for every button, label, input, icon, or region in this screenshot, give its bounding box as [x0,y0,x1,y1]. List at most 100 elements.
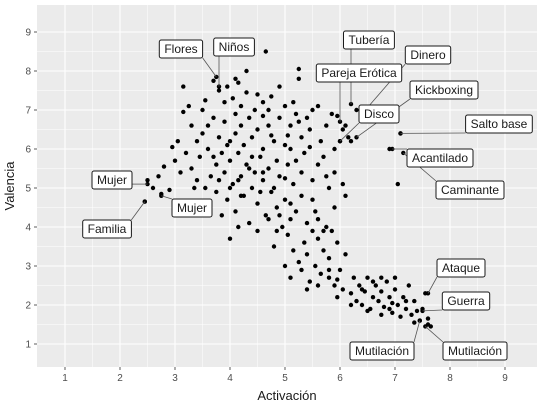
data-point [227,236,233,241]
data-point [205,123,211,128]
data-point [255,127,260,132]
data-point [348,291,354,296]
data-point [203,98,208,103]
data-point [348,302,354,308]
point-label-box [349,341,415,361]
data-point [291,248,296,253]
data-point [244,162,249,167]
point-label-box [409,80,479,100]
point-label-box [435,180,505,200]
data-point [274,228,279,234]
x-axis-ticks: 1 2 3 4 5 6 7 8 9 [62,367,508,384]
point-label: Mujer [171,198,213,218]
data-point [200,131,205,136]
data-point [282,176,288,181]
data-point [145,178,150,183]
point-label-box [171,198,213,218]
point-label-text: Familia [88,222,127,236]
data-point [343,123,348,128]
point-label-box [158,39,204,59]
data-point [263,213,268,218]
data-point [299,170,304,175]
data-point [214,162,219,167]
data-point [310,228,315,234]
point-label-box [436,258,486,278]
data-point [315,103,321,109]
point-label-text: Pareja Erótica [321,66,397,80]
data-points [142,49,433,329]
y-tick-label: 2 [25,301,31,312]
point-label: Disco [358,104,400,124]
data-point [365,308,370,314]
data-point [354,298,359,304]
data-point [307,127,312,132]
data-point [318,271,323,276]
data-point [291,100,296,105]
point-label-text: Disco [364,107,394,121]
label-leader-line [413,320,421,343]
data-point [222,119,227,124]
y-tick-label: 5 [25,184,31,195]
data-point [282,197,288,202]
point-label: Flores [158,39,204,59]
data-point [266,123,271,128]
data-point [384,279,389,284]
point-label-box [441,291,491,311]
data-point [329,111,334,117]
data-point [227,139,233,144]
data-point [252,107,257,113]
data-point [288,146,293,152]
data-point [313,263,318,269]
data-point [238,174,244,179]
data-point [258,189,263,195]
data-point [260,113,266,119]
data-point [296,66,301,72]
data-point [288,123,293,128]
data-point [214,189,219,195]
data-point [398,314,403,319]
data-point [222,170,227,175]
data-point [260,178,266,183]
data-point [387,295,392,300]
data-point [211,154,216,159]
data-point [326,185,332,191]
data-point [172,158,178,163]
y-tick-label: 8 [25,67,31,78]
point-label-text: Ataque [442,261,480,275]
data-point [315,283,321,288]
data-point [293,111,299,117]
data-point [161,164,167,169]
data-point [247,220,252,226]
data-point [200,107,205,113]
label-leader-line [202,57,217,78]
point-label-box [91,170,133,190]
data-point [249,185,255,191]
point-label-box [406,148,474,168]
data-point [381,304,387,310]
point-label-box [82,219,132,239]
point-label: Salto base [465,114,533,134]
data-point [343,252,348,257]
y-tick-label: 7 [25,106,31,117]
data-point [304,220,310,226]
point-label-text: Mutilación [448,344,502,358]
data-point [285,232,290,237]
point-label-text: Tubería [349,33,390,47]
data-point [274,205,279,210]
data-point [238,123,244,128]
point-label: Ataque [436,258,486,278]
point-label-text: Mujer [177,201,207,215]
data-point [406,283,411,288]
point-label-box [358,104,400,124]
data-point [282,142,288,148]
data-point [414,308,420,314]
data-point [370,295,376,300]
point-label-text: Mujer [97,173,127,187]
y-tick-label: 3 [25,262,31,273]
point-label: Mujer [91,170,133,190]
data-point [282,263,288,269]
data-point [241,142,246,148]
point-label-text: Dinero [410,48,446,62]
data-point [277,174,282,179]
